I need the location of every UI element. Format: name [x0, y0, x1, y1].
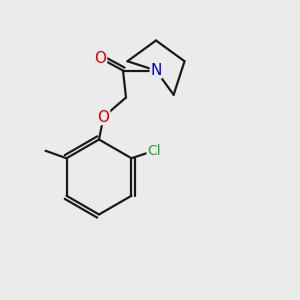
- Text: Cl: Cl: [147, 144, 161, 158]
- Text: N: N: [150, 63, 162, 78]
- Text: O: O: [98, 110, 110, 124]
- Text: O: O: [94, 51, 106, 66]
